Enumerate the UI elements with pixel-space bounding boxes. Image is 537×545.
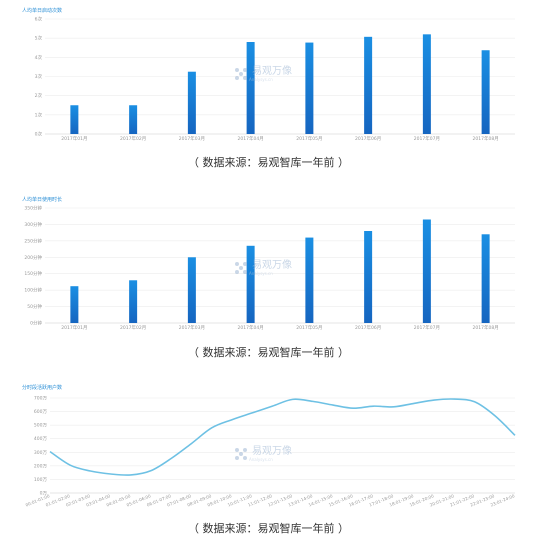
series-line — [49, 398, 516, 476]
y-tick-label: 500万 — [34, 423, 48, 429]
y-tick-label: 100万 — [34, 477, 48, 483]
bar — [246, 42, 255, 134]
y-tick-label: 6次 — [35, 16, 43, 23]
chart-panel-hourly-active: 分时段活跃用户数 0万 100万 200万 300万 400万 500万 600万 700万 0… — [0, 360, 537, 545]
bar — [305, 42, 314, 135]
y-tick-label: 4次 — [35, 54, 43, 61]
data-source-caption: （ 数据来源：易观智库一年前 ） — [188, 156, 349, 169]
bar-chart-start-count: 0次 1次 2次 3次 4次 5次 6次 2017年01月 2017年02月 2017年03月 20… — [35, 16, 515, 142]
line-chart-hourly-active: 0万100万200万300万400万500万600万700万00:01-01:0… — [25, 396, 516, 508]
watermark-subtext: Analysys.cn — [249, 456, 273, 462]
y-tick-label: 300万 — [34, 450, 48, 456]
bar — [187, 71, 196, 134]
x-tick-label: 2017年03月 — [179, 135, 205, 142]
watermark-text: 易观万像 — [252, 65, 292, 77]
x-tick-label: 2017年06月 — [355, 324, 381, 331]
y-tick-label: 350分钟 — [24, 205, 42, 212]
bar-chart-usage-time: 0分钟 50分钟 100分钟 150分钟 200分钟 250分钟 300分钟 350分钟 201… — [24, 205, 515, 331]
y-tick-label: 5次 — [35, 35, 43, 42]
bar — [129, 280, 138, 323]
chart-title: 分时段活跃用户数 — [22, 385, 63, 391]
x-tick-label: 2017年03月 — [179, 324, 205, 331]
y-tick-label: 50分钟 — [27, 303, 42, 310]
watermark: 易观万像 Analysys.cn — [233, 66, 292, 82]
x-tick-label: 2017年02月 — [120, 135, 146, 142]
y-tick-label: 200万 — [34, 463, 48, 469]
x-tick-label: 2017年04月 — [238, 135, 264, 142]
x-tick-label: 2017年08月 — [473, 135, 499, 142]
x-tick-label: 2017年02月 — [120, 324, 146, 331]
chart-title: 人均单日使用时长 — [22, 197, 63, 203]
y-tick-label: 0分钟 — [30, 320, 42, 327]
y-tick-label: 0万 — [40, 491, 48, 497]
data-source-caption: （ 数据来源：易观智库一年前 ） — [188, 522, 349, 535]
y-tick-label: 600万 — [34, 409, 48, 415]
y-tick-label: 700万 — [34, 396, 48, 402]
x-tick-label: 2017年01月 — [61, 135, 87, 142]
bar — [129, 105, 138, 134]
y-tick-label: 2次 — [35, 92, 43, 99]
bar — [364, 231, 373, 323]
x-tick-label: 2017年01月 — [61, 324, 87, 331]
bar — [70, 286, 79, 323]
bar — [481, 234, 490, 323]
watermark-logo-icon — [235, 448, 247, 460]
watermark: 易观万像 Analysys.cn — [233, 446, 292, 462]
watermark-text: 易观万像 — [252, 445, 292, 457]
watermark-text: 易观万像 — [252, 259, 292, 271]
y-tick-label: 0次 — [35, 131, 43, 138]
bar — [70, 105, 79, 134]
bar — [187, 257, 196, 323]
watermark-subtext: Analysys.cn — [249, 76, 273, 82]
y-tick-label: 1次 — [35, 111, 43, 118]
y-tick-label: 400万 — [34, 436, 48, 442]
bar — [422, 34, 431, 135]
watermark: 易观万像 Analysys.cn — [233, 260, 292, 276]
y-tick-label: 200分钟 — [24, 254, 42, 261]
bar — [422, 219, 431, 323]
chart-panel-usage-time: 人均单日使用时长 0分钟 50分钟 100分钟 150分钟 200分钟 250分钟 300分… — [0, 180, 537, 360]
watermark-subtext: Analysys.cn — [249, 270, 273, 276]
bar — [364, 36, 373, 135]
y-tick-label: 150分钟 — [24, 270, 42, 277]
data-source-caption: （ 数据来源：易观智库一年前 ） — [188, 346, 349, 359]
chart-panel-start-count: 人均单日启动次数 0次 1次 2次 3次 4次 5次 6次 2017年01月 2017年02月 2… — [0, 0, 537, 180]
chart-title: 人均单日启动次数 — [22, 8, 63, 14]
watermark-logo-icon — [235, 68, 247, 80]
bar — [246, 245, 255, 323]
y-tick-label: 300分钟 — [24, 221, 42, 228]
y-tick-label: 100分钟 — [24, 287, 42, 294]
x-tick-label: 2017年07月 — [414, 324, 440, 331]
x-tick-label: 2017年05月 — [296, 324, 322, 331]
x-tick-label: 2017年06月 — [355, 135, 381, 142]
bar — [481, 50, 490, 134]
watermark-logo-icon — [235, 262, 247, 274]
y-tick-label: 3次 — [35, 73, 43, 80]
y-tick-label: 250分钟 — [24, 237, 42, 244]
x-tick-label: 2017年07月 — [414, 135, 440, 142]
x-tick-label: 2017年08月 — [473, 324, 499, 331]
x-tick-label: 2017年04月 — [238, 324, 264, 331]
bar — [305, 237, 314, 323]
x-tick-label: 2017年05月 — [296, 135, 322, 142]
